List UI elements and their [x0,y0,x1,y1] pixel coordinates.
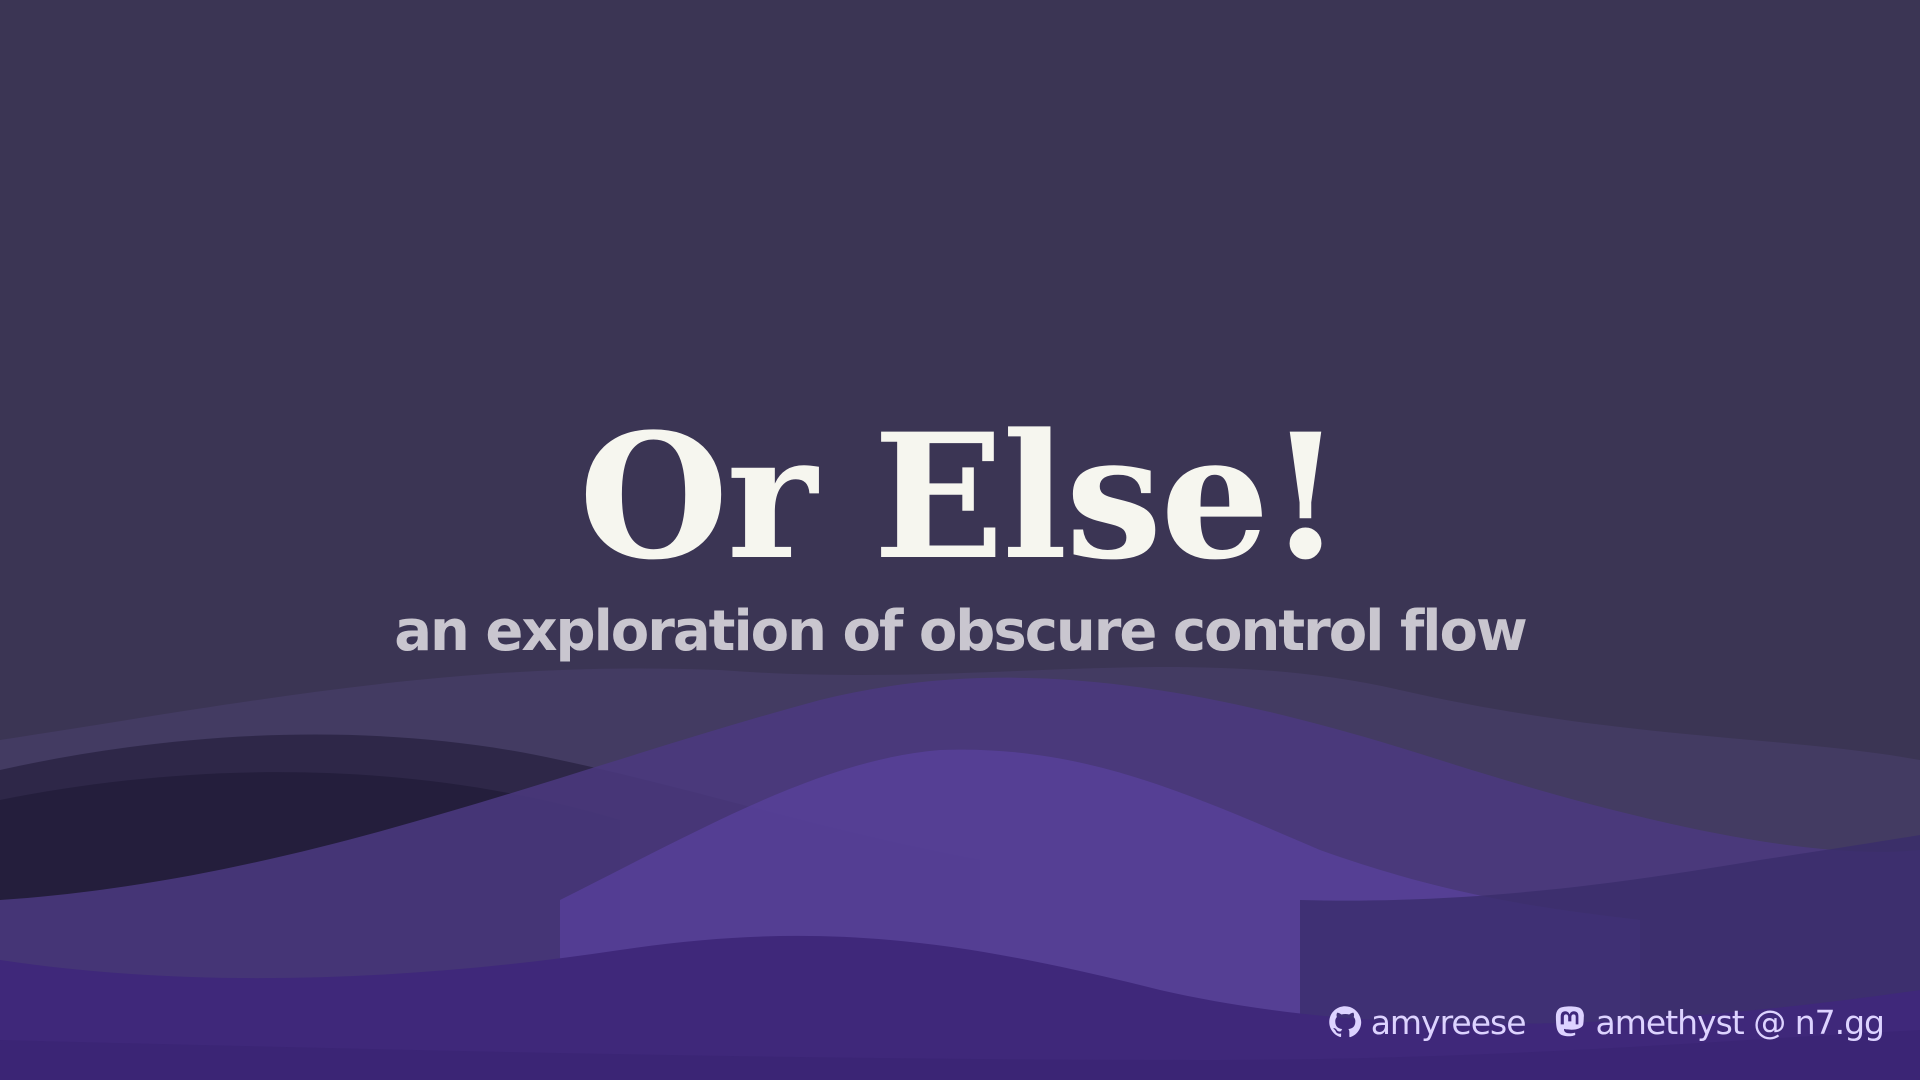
github-handle[interactable]: amyreese [1327,1002,1527,1042]
github-icon [1327,1004,1363,1040]
slide-title: Or Else! [578,395,1344,598]
slide-subtitle: an exploration of obscure control flow [394,599,1527,664]
github-handle-text: amyreese [1370,1002,1527,1042]
mastodon-icon [1552,1004,1588,1040]
wave-bottom [0,1030,1920,1080]
wave-base [0,935,1920,1080]
mastodon-handle[interactable]: amethyst @ n7.gg [1552,1002,1885,1042]
mastodon-handle-text: amethyst @ n7.gg [1595,1002,1885,1042]
footer-handles: amyreese amethyst @ n7.gg [1327,998,1885,1046]
